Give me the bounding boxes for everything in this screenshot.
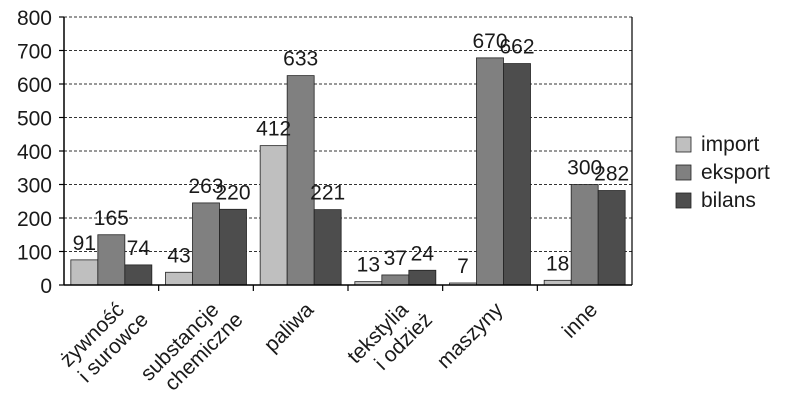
- bar-import: [165, 271, 193, 286]
- value-label: 18: [546, 252, 569, 275]
- bar-bilans: [124, 264, 153, 286]
- legend-swatch-import: [675, 136, 692, 153]
- value-label: 633: [283, 48, 318, 71]
- value-label: 74: [127, 237, 151, 260]
- category-label: substancjechemiczne: [136, 291, 247, 402]
- y-tick-label: 400: [17, 141, 52, 164]
- bar-bilans: [219, 208, 247, 286]
- y-tick-label: 100: [17, 242, 52, 265]
- value-label: 662: [499, 36, 534, 59]
- legend-swatch-bilans: [675, 192, 692, 209]
- y-tick-label: 200: [17, 208, 52, 231]
- legend-label-import: import: [701, 133, 760, 156]
- value-label: 91: [73, 232, 96, 255]
- bar-bilans: [408, 269, 437, 286]
- legend-label-bilans: bilans: [701, 189, 756, 212]
- y-tick-label: 800: [17, 7, 52, 30]
- bar-eksport: [381, 274, 410, 286]
- bar-eksport: [97, 234, 126, 286]
- value-label: 263: [188, 175, 223, 198]
- category-label: żywnośći surowce: [56, 291, 153, 388]
- bar-import: [259, 145, 288, 286]
- legend: import eksport bilans: [675, 133, 770, 212]
- category-label: inne: [558, 298, 602, 342]
- value-label: 220: [215, 181, 250, 204]
- bar-import: [70, 259, 99, 286]
- y-tick-label: 500: [17, 108, 52, 131]
- y-tick-label: 700: [17, 41, 52, 64]
- bar-bilans: [313, 209, 342, 286]
- bar-bilans: [503, 63, 531, 286]
- bar-eksport: [286, 75, 315, 286]
- y-axis: 0 100 200 300 400 500 600 700 800: [17, 7, 633, 298]
- category-label: paliwa: [260, 298, 319, 357]
- gridlines: [64, 16, 632, 252]
- value-label: 24: [411, 242, 435, 265]
- value-label: 412: [256, 118, 291, 141]
- value-label: 221: [310, 182, 345, 205]
- value-label: 165: [94, 207, 129, 230]
- y-tick-label: 600: [17, 74, 52, 97]
- legend-label-eksport: eksport: [701, 161, 770, 184]
- category-label: maszyny: [433, 298, 508, 373]
- category-label: tekstyliai odzież: [343, 291, 437, 385]
- value-label: 670: [472, 30, 507, 53]
- bars: [70, 57, 626, 286]
- bar-eksport: [570, 184, 599, 286]
- bar-bilans: [597, 190, 626, 286]
- value-label: 282: [594, 163, 629, 186]
- value-label: 37: [384, 247, 407, 270]
- y-tick-label: 300: [17, 175, 52, 198]
- value-label: 43: [167, 244, 190, 267]
- legend-swatch-eksport: [675, 164, 692, 181]
- value-label: 300: [567, 157, 602, 180]
- value-label: 13: [357, 254, 380, 277]
- value-label: 7: [457, 255, 469, 278]
- bar-eksport: [476, 57, 504, 286]
- y-tick-label: 0: [40, 275, 52, 298]
- bar-eksport: [192, 202, 220, 286]
